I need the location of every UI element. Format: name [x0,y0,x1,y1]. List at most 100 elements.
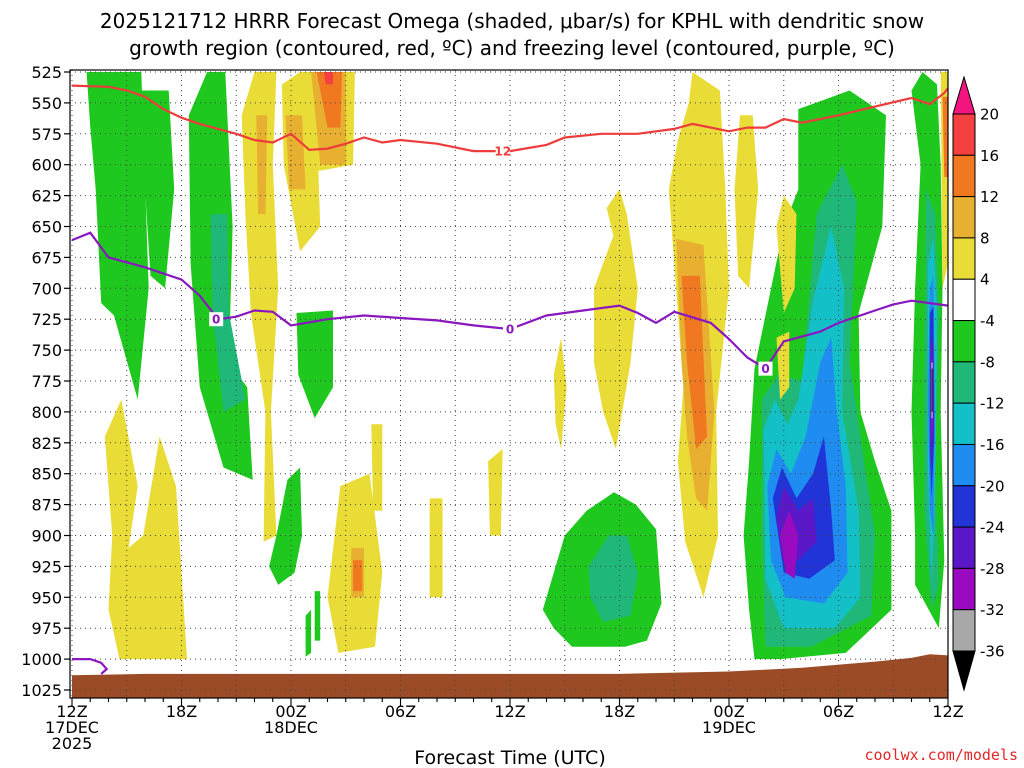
x-tick-label-12-0: 00Z [275,702,306,721]
contour-lines: 12 0 0 0 [71,84,948,675]
colorbar-label-0: 20 [980,106,999,124]
y-tick-label-575: 575 [31,125,62,144]
colorbar-segment-7 [952,402,976,445]
chart-title-line-2: growth region (contoured, red, ºC) and f… [129,36,895,60]
colorbar-label-12: -32 [980,601,1005,619]
x-tick-label-6-0: 18Z [166,702,197,721]
freezing-label-2-bg [503,322,517,337]
y-tick-label-875: 875 [31,496,62,515]
y-tick-label-975: 975 [31,619,62,638]
omega-region-50 [942,96,948,178]
colorbar-top-arrow [952,75,976,115]
y-tick-label-925: 925 [31,557,62,576]
y-tick-label-750: 750 [31,341,62,360]
y-tick-label-675: 675 [31,248,62,267]
freezing-label-2: 0 [506,323,514,337]
terrain-fill [72,654,948,698]
y-axis: 525 550 575 600 625 650 675 700 725 750 775 800 825 8… [21,63,70,700]
x-tick-label-0-1: 17DEC [45,718,99,737]
freezing-level-contour [71,231,948,371]
colorbar-label-3: 8 [980,229,990,247]
y-tick-label-600: 600 [31,156,62,175]
colorbar-segment-9 [952,485,976,528]
colorbar-bottom-arrow [952,650,976,692]
freezing-label-1: 0 [212,313,220,327]
omega-region-23 [780,510,799,579]
colorbar-segment-5 [952,320,976,363]
colorbar-segment-2 [952,196,976,239]
x-tick-label-24-0: 12Z [494,702,525,721]
omega-region-51 [323,72,333,85]
colorbar-label-11: -28 [980,560,1005,578]
x-axis-label: Forecast Time (UTC) [414,747,605,768]
y-tick-label-900: 900 [31,527,62,546]
snow-growth-contour [71,84,948,153]
plot-area: 12 0 0 0 [69,69,949,699]
x-tick-label-36-1: 19DEC [702,718,756,737]
colorbar-segment-12 [952,609,976,652]
omega-shading [86,72,948,660]
colorbar-label-10: -24 [980,519,1005,537]
colorbar-segment-0 [952,113,976,156]
colorbar-segment-8 [952,443,976,487]
chart-title-line-1: 2025121712 HRRR Forecast Omega (shaded, … [100,9,924,33]
y-tick-label-625: 625 [31,187,62,206]
y-tick-label-525: 525 [31,63,62,82]
freezing-label-3: 0 [761,362,769,376]
omega-region-35 [594,214,638,449]
omega-region-49 [353,560,363,592]
omega-region-31 [371,424,383,511]
omega-region-0 [86,72,149,400]
credit-text: coolwx.com/models [864,746,1018,764]
omega-region-39 [776,195,797,313]
colorbar-segment-10 [952,526,976,569]
y-tick-label-1025: 1025 [21,681,62,700]
x-tick-label-0-2: 2025 [52,734,93,753]
freezing-label-3-bg [758,361,773,376]
omega-region-29 [104,399,187,660]
freezing-label-1-bg [209,312,224,327]
terrain-polygon [72,654,948,698]
colorbar-label-5: -4 [980,312,995,330]
y-tick-label-1000: 1000 [21,650,62,669]
omega-region-6 [314,591,321,641]
freezing-level-contour-low [72,658,109,675]
colorbar-label-2: 12 [980,188,999,206]
colorbar-label-4: 4 [980,271,990,289]
y-tick-label-825: 825 [31,434,62,453]
omega-region-36 [606,189,627,239]
omega-region-27 [241,72,279,542]
colorbar-label-8: -16 [980,436,1005,454]
y-tick-label-850: 850 [31,465,62,484]
colorbar-label-1: 16 [980,147,999,165]
x-tick-label-0-0: 12Z [56,702,87,721]
x-tick-label-12-1: 18DEC [264,718,318,737]
y-tick-label-550: 550 [31,94,62,113]
y-tick-label-650: 650 [31,218,62,237]
x-tick-label-30-0: 18Z [604,702,635,721]
x-tick-label-36-0: 00Z [713,702,744,721]
omega-region-32 [429,498,443,598]
omega-region-47 [316,72,343,128]
y-tick-label-700: 700 [31,279,62,298]
omega-region-26 [931,368,933,412]
omega-region-1 [139,90,175,289]
snow-growth-label: 12 [494,145,511,159]
omega-region-38 [734,115,759,289]
omega-region-33 [488,449,503,536]
colorbar-segment-6 [952,361,976,404]
omega-region-5 [305,609,312,657]
omega-region-4 [269,467,302,585]
x-tick-label-48-0: 12Z [932,702,963,721]
x-tick-label-42-0: 06Z [823,702,854,721]
colorbar-segment-11 [952,567,976,611]
colorbar-label-9: -20 [980,477,1005,495]
y-tick-label-950: 950 [31,588,62,607]
omega-region-3 [296,310,333,419]
omega-region-12 [588,535,638,622]
omega-region-11 [210,214,246,412]
colorbar-label-6: -8 [980,353,995,371]
x-tick-label-18-0: 06Z [385,702,416,721]
